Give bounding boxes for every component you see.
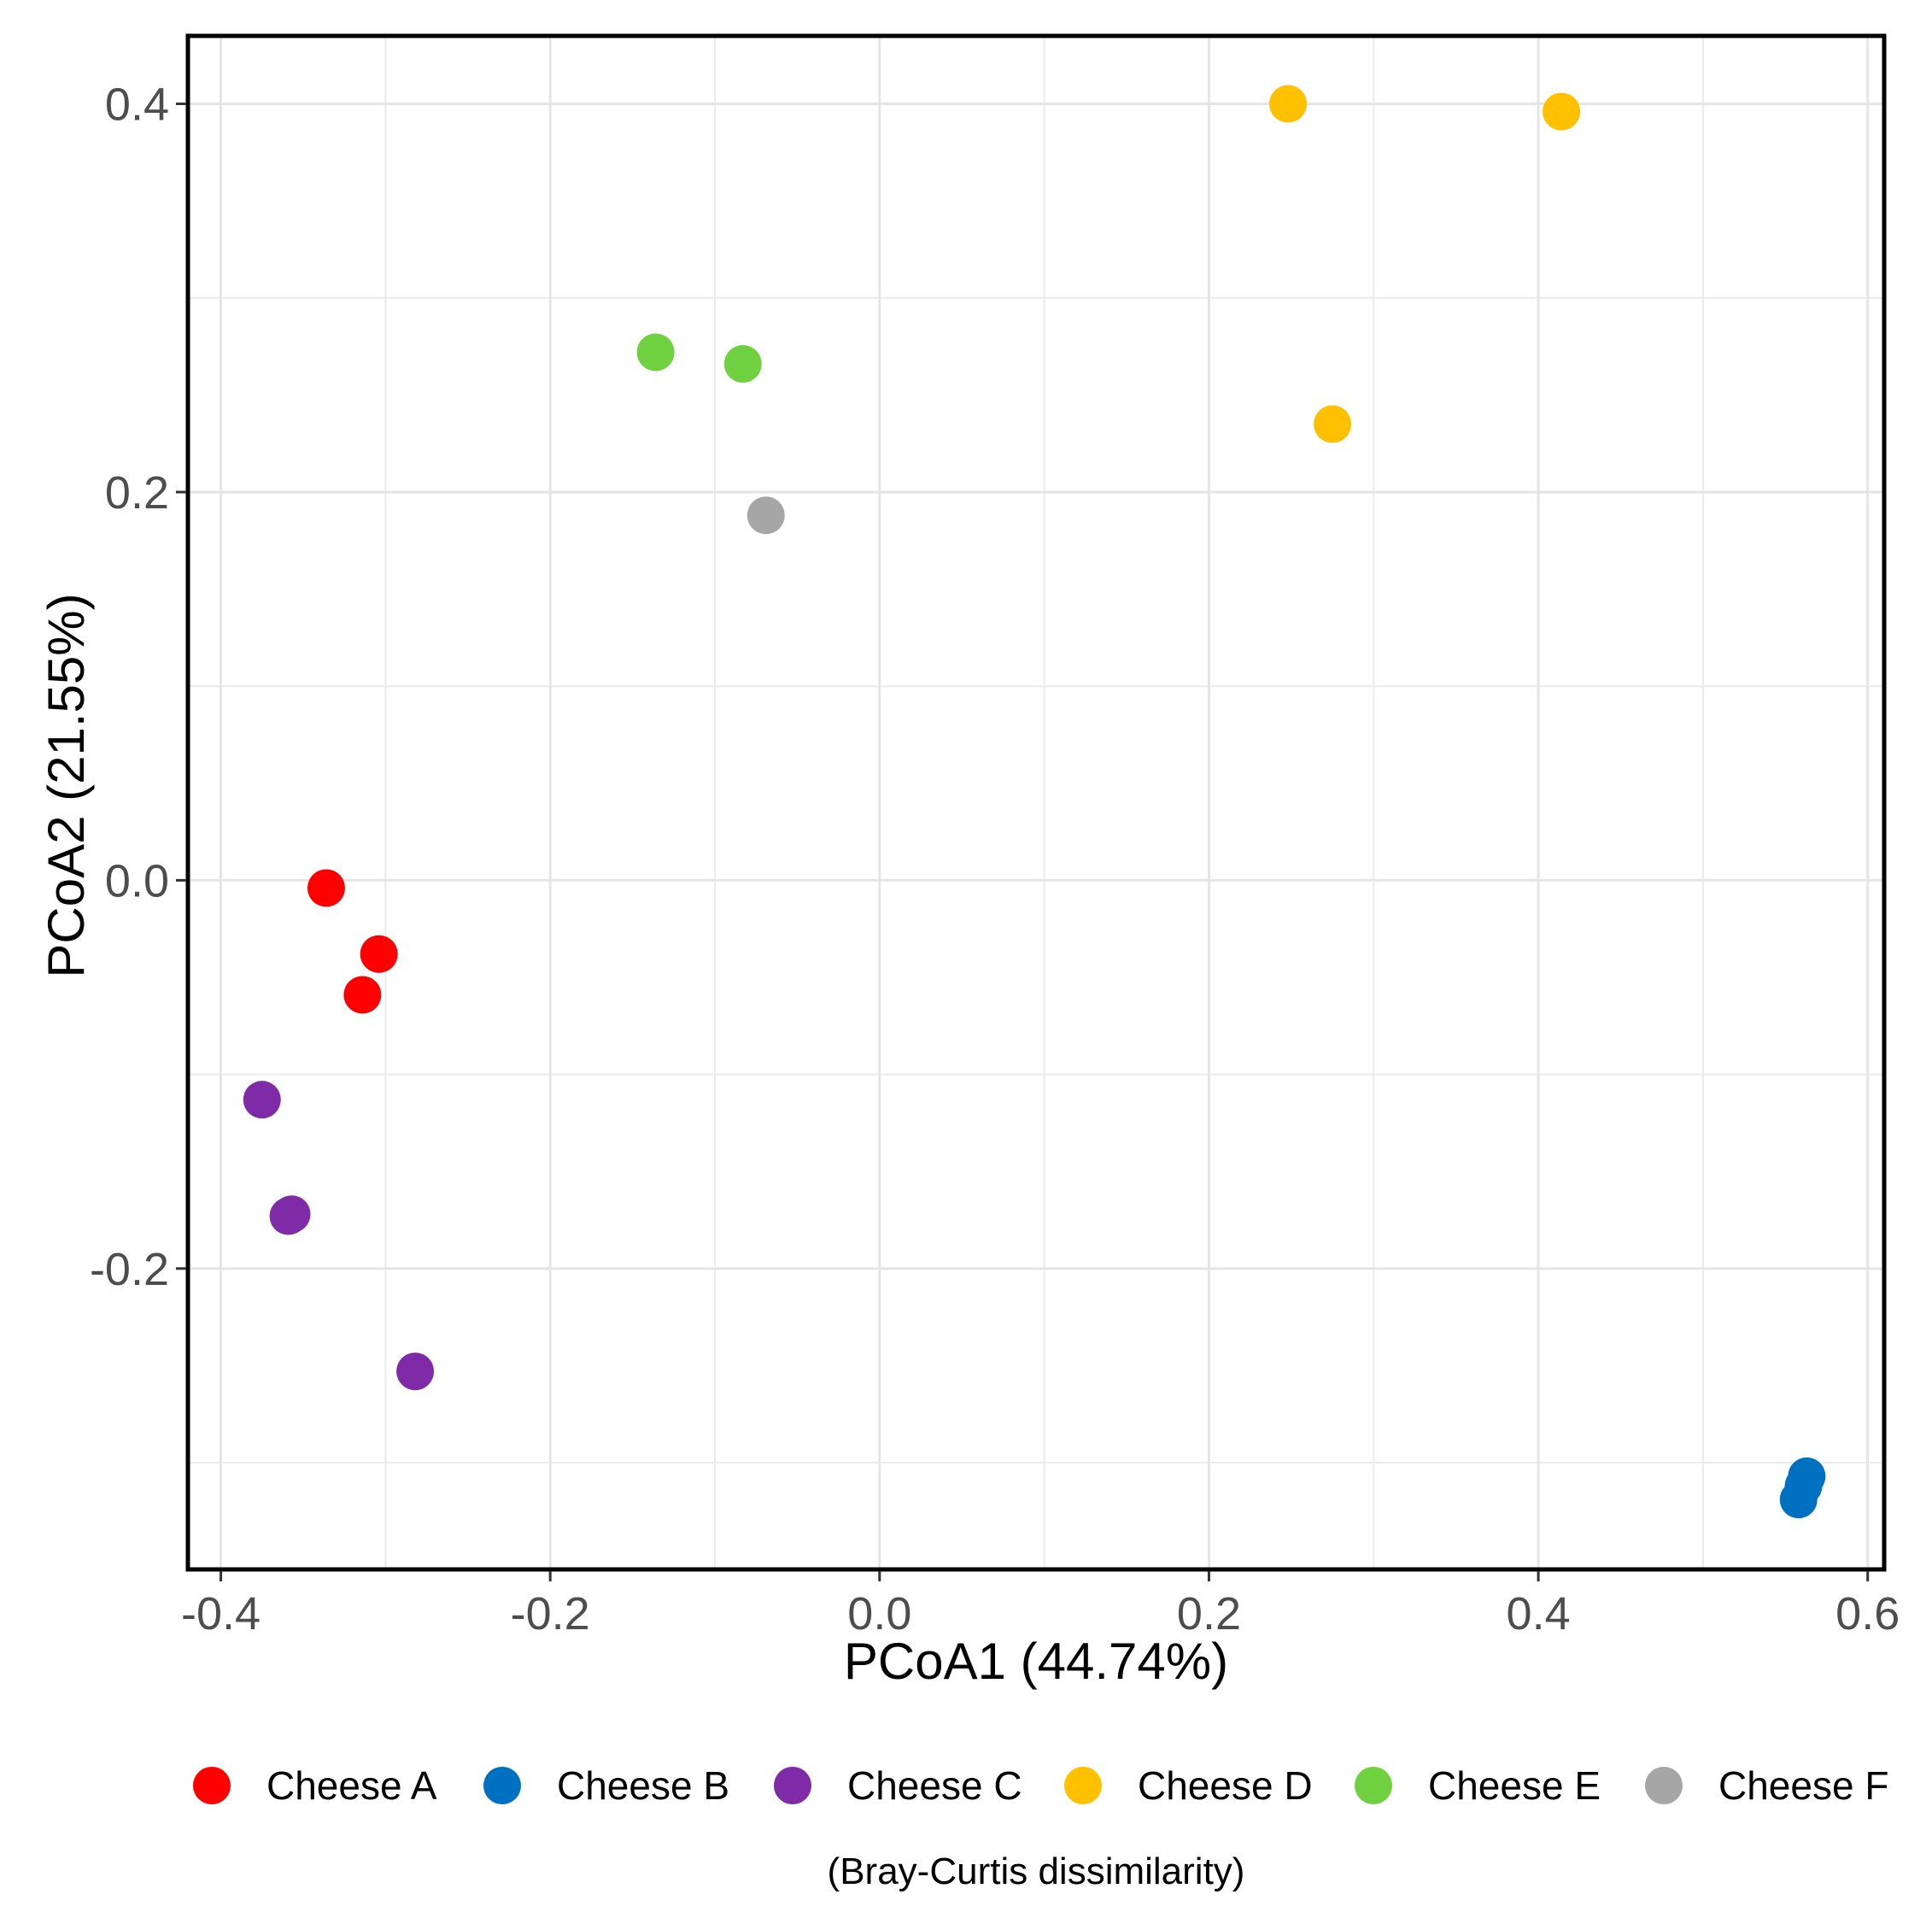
legend-key-cheese-e [1355,1767,1392,1804]
point-cheese-d [1269,85,1308,123]
legend-label-cheese-a: Cheese A [266,1763,437,1808]
x-tick-label: -0.4 [181,1588,261,1639]
point-cheese-a [307,869,345,907]
point-cheese-c [243,1081,281,1119]
x-axis-title: PCoA1 (44.74%) [844,1633,1228,1690]
legend-label-cheese-b: Cheese B [557,1763,729,1808]
legend-key-cheese-f [1645,1767,1683,1804]
y-tick-label: 0.4 [105,79,169,131]
y-tick-label: 0.0 [105,855,169,906]
legend-label-cheese-d: Cheese D [1138,1763,1313,1808]
point-cheese-a [343,976,382,1014]
plot-panel-border [185,33,1887,1572]
y-tick-label: 0.2 [105,467,169,519]
point-cheese-c [272,1195,311,1234]
legend-key-cheese-b [483,1767,521,1804]
point-cheese-a [360,935,398,973]
x-tick-label: 0.4 [1507,1588,1571,1639]
point-cheese-b [1779,1481,1818,1519]
legend-label-cheese-f: Cheese F [1718,1763,1888,1808]
legend-key-cheese-d [1064,1767,1102,1804]
point-cheese-c [396,1352,435,1391]
x-tick-label: 0.2 [1177,1588,1241,1639]
y-axis-title: PCoA2 (21.55%) [38,593,95,977]
legend-label-cheese-e: Cheese E [1428,1763,1601,1808]
grid-lines [188,36,1884,1569]
legend-key-cheese-c [774,1767,811,1804]
point-cheese-f [746,496,785,535]
x-tick-label: -0.2 [511,1588,590,1639]
point-cheese-e [723,344,762,383]
point-cheese-d [1543,92,1581,131]
x-tick-label: 0.6 [1835,1588,1900,1639]
x-tick-label: 0.0 [847,1588,911,1639]
legend-key-cheese-a [193,1767,231,1804]
legend-label-cheese-c: Cheese C [847,1763,1022,1808]
point-cheese-d [1314,405,1352,443]
point-cheese-e [636,333,675,372]
legend: Cheese A Cheese B Cheese C Cheese D Cheese E… [193,1763,1888,1808]
y-tick-label: -0.2 [90,1244,169,1295]
plot-panel-background [188,36,1884,1569]
axis-ticks: -0.4 -0.2 0.0 0.2 0.4 0.6 -0.2 0.0 0.2 0.4 [90,79,1900,1639]
data-points [243,85,1826,1519]
caption: (Bray-Curtis dissimilarity) [828,1850,1245,1892]
